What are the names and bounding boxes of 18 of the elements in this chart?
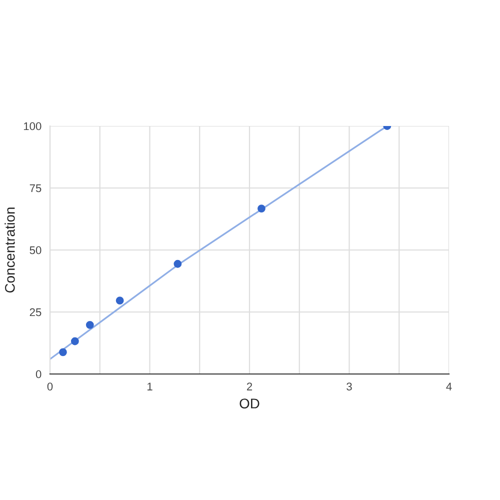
y-tick-label: 50 xyxy=(30,246,42,254)
point xyxy=(86,320,94,329)
x-tick-label: 4 xyxy=(446,382,452,390)
y-tick-label: 100 xyxy=(24,122,42,130)
x-tick-label: 0 xyxy=(47,382,53,390)
y-tick-label: 25 xyxy=(30,308,42,316)
x-axis-title: OD xyxy=(240,398,260,408)
y-tick-label: 75 xyxy=(30,184,42,192)
x-tick-label: 2 xyxy=(246,382,252,390)
point xyxy=(59,348,67,356)
point xyxy=(174,260,182,268)
y-axis-title: Concentration xyxy=(4,208,15,293)
y-tick-label: 0 xyxy=(36,370,42,378)
point xyxy=(116,296,124,305)
point xyxy=(70,337,79,346)
x-tick-label: 1 xyxy=(148,382,152,390)
point xyxy=(258,204,266,213)
x-tick-label: 3 xyxy=(346,382,352,390)
